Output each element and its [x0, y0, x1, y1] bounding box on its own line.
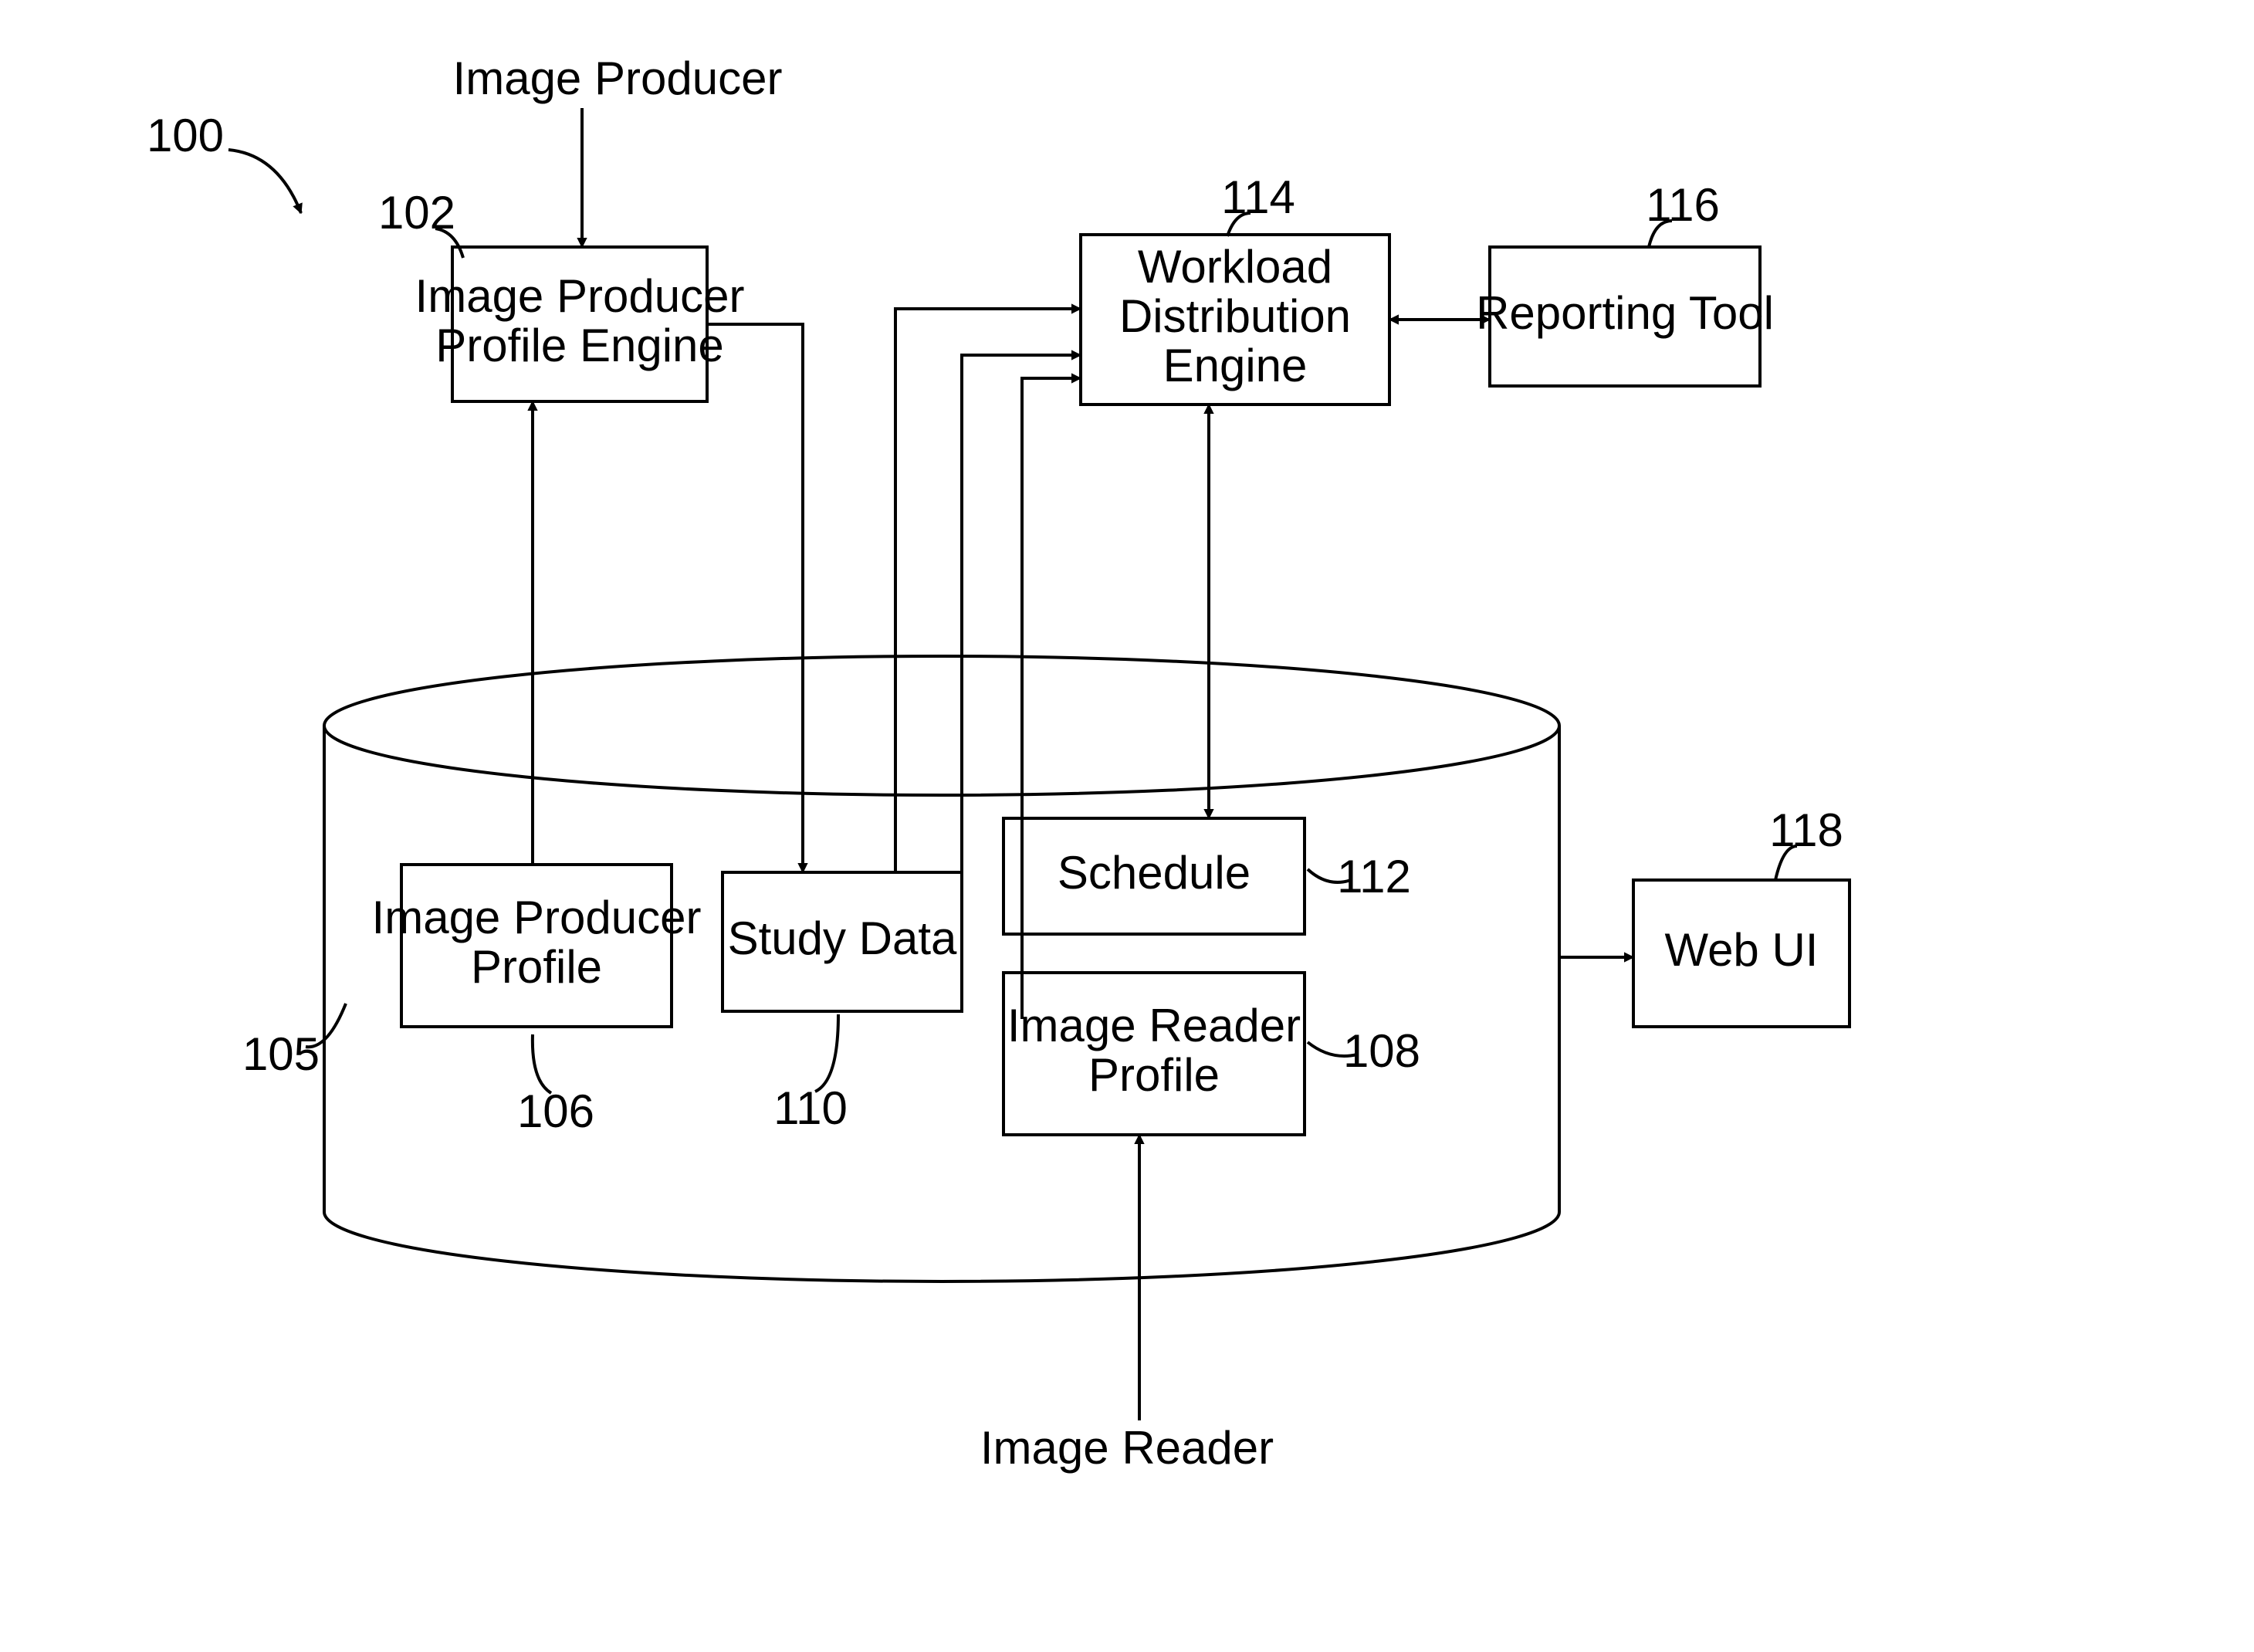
n114-label: Distribution [1119, 290, 1351, 342]
n108-label: Image Reader [1007, 1000, 1301, 1051]
n114-label: Workload [1138, 241, 1332, 293]
image_producer_label: Image Producer [453, 52, 783, 104]
n118-label: Web UI [1665, 924, 1819, 976]
refnum-106-leader [533, 1034, 551, 1093]
n114-label: Engine [1163, 340, 1308, 391]
datastore-cylinder-top [324, 656, 1559, 795]
n112-label: Schedule [1058, 847, 1251, 899]
refnum-100: 100 [147, 110, 224, 161]
refnum-106: 106 [517, 1085, 594, 1137]
n102-label: Image Producer [415, 270, 745, 322]
n106-label: Image Producer [372, 892, 702, 943]
diagram-canvas: Image Producer Image Reader Image Producer… [0, 0, 2254, 1652]
e_110_to_114_left [895, 309, 1081, 872]
refnum-105: 105 [242, 1028, 320, 1080]
refnum-100-leader [228, 150, 301, 213]
n110-label: Study Data [728, 912, 957, 964]
n106-label: Profile [471, 941, 602, 993]
refnum-110-leader [815, 1014, 838, 1092]
n102-label: Profile Engine [435, 320, 724, 371]
refnum-116: 116 [1646, 179, 1720, 231]
refnum-108: 108 [1343, 1025, 1420, 1077]
n116-label: Reporting Tool [1476, 287, 1774, 339]
refnum-114: 114 [1221, 171, 1295, 223]
refnum-110: 110 [773, 1082, 848, 1134]
n108-label: Profile [1088, 1049, 1220, 1101]
refnum-118: 118 [1769, 804, 1843, 856]
refnum-112: 112 [1337, 851, 1411, 902]
image_reader_label: Image Reader [980, 1422, 1274, 1474]
